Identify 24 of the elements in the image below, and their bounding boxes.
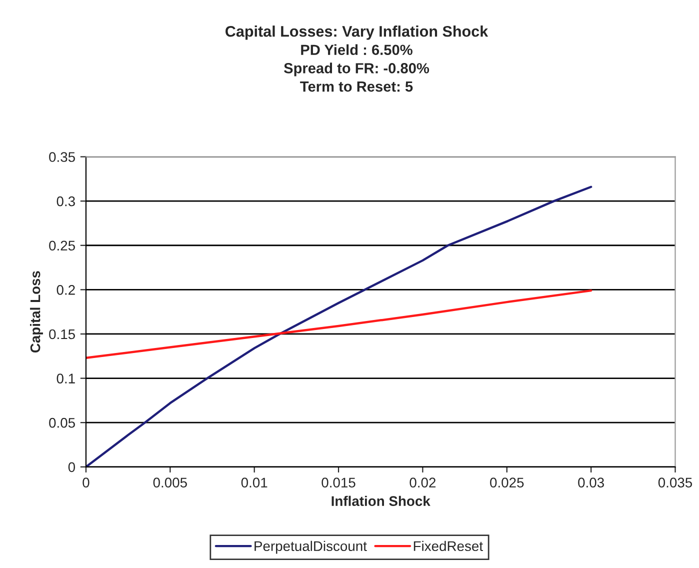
chart-title: Capital Losses: Vary Inflation Shock (226, 26, 488, 40)
y-axis-title: Capital Loss (30, 271, 43, 353)
x-tick-label: 0.015 (322, 478, 356, 488)
y-tick-label: 0 (68, 462, 76, 472)
x-tick-label: 0.01 (241, 478, 268, 488)
x-tick-label: 0.02 (410, 478, 436, 488)
y-tick-label: 0.1 (56, 374, 75, 384)
y-tick-label: 0.35 (49, 152, 75, 162)
y-tick-label: 0.05 (49, 418, 75, 428)
legend-label: FixedReset (414, 540, 483, 552)
x-tick-label: 0.035 (658, 478, 692, 488)
y-tick-label: 0.25 (49, 240, 75, 251)
y-tick-label: 0.2 (56, 285, 75, 295)
x-axis-title: Inflation Shock (332, 496, 430, 506)
line-series (86, 289, 592, 360)
chart-subtitle: PD Yield : 6.50% Spread to FR: -0.80% Term to Reset: 5 (284, 44, 430, 92)
y-tick-label: 0.15 (49, 329, 75, 340)
x-tick-label: 0.03 (578, 478, 604, 488)
x-tick-label: 0.025 (490, 478, 524, 488)
y-tick-label: 0.3 (56, 196, 75, 206)
legend-label: PerpetualDiscount (254, 540, 367, 554)
line-series (86, 186, 592, 467)
x-tick-label: 0.005 (153, 478, 187, 488)
x-tick-label: 0 (82, 478, 90, 488)
